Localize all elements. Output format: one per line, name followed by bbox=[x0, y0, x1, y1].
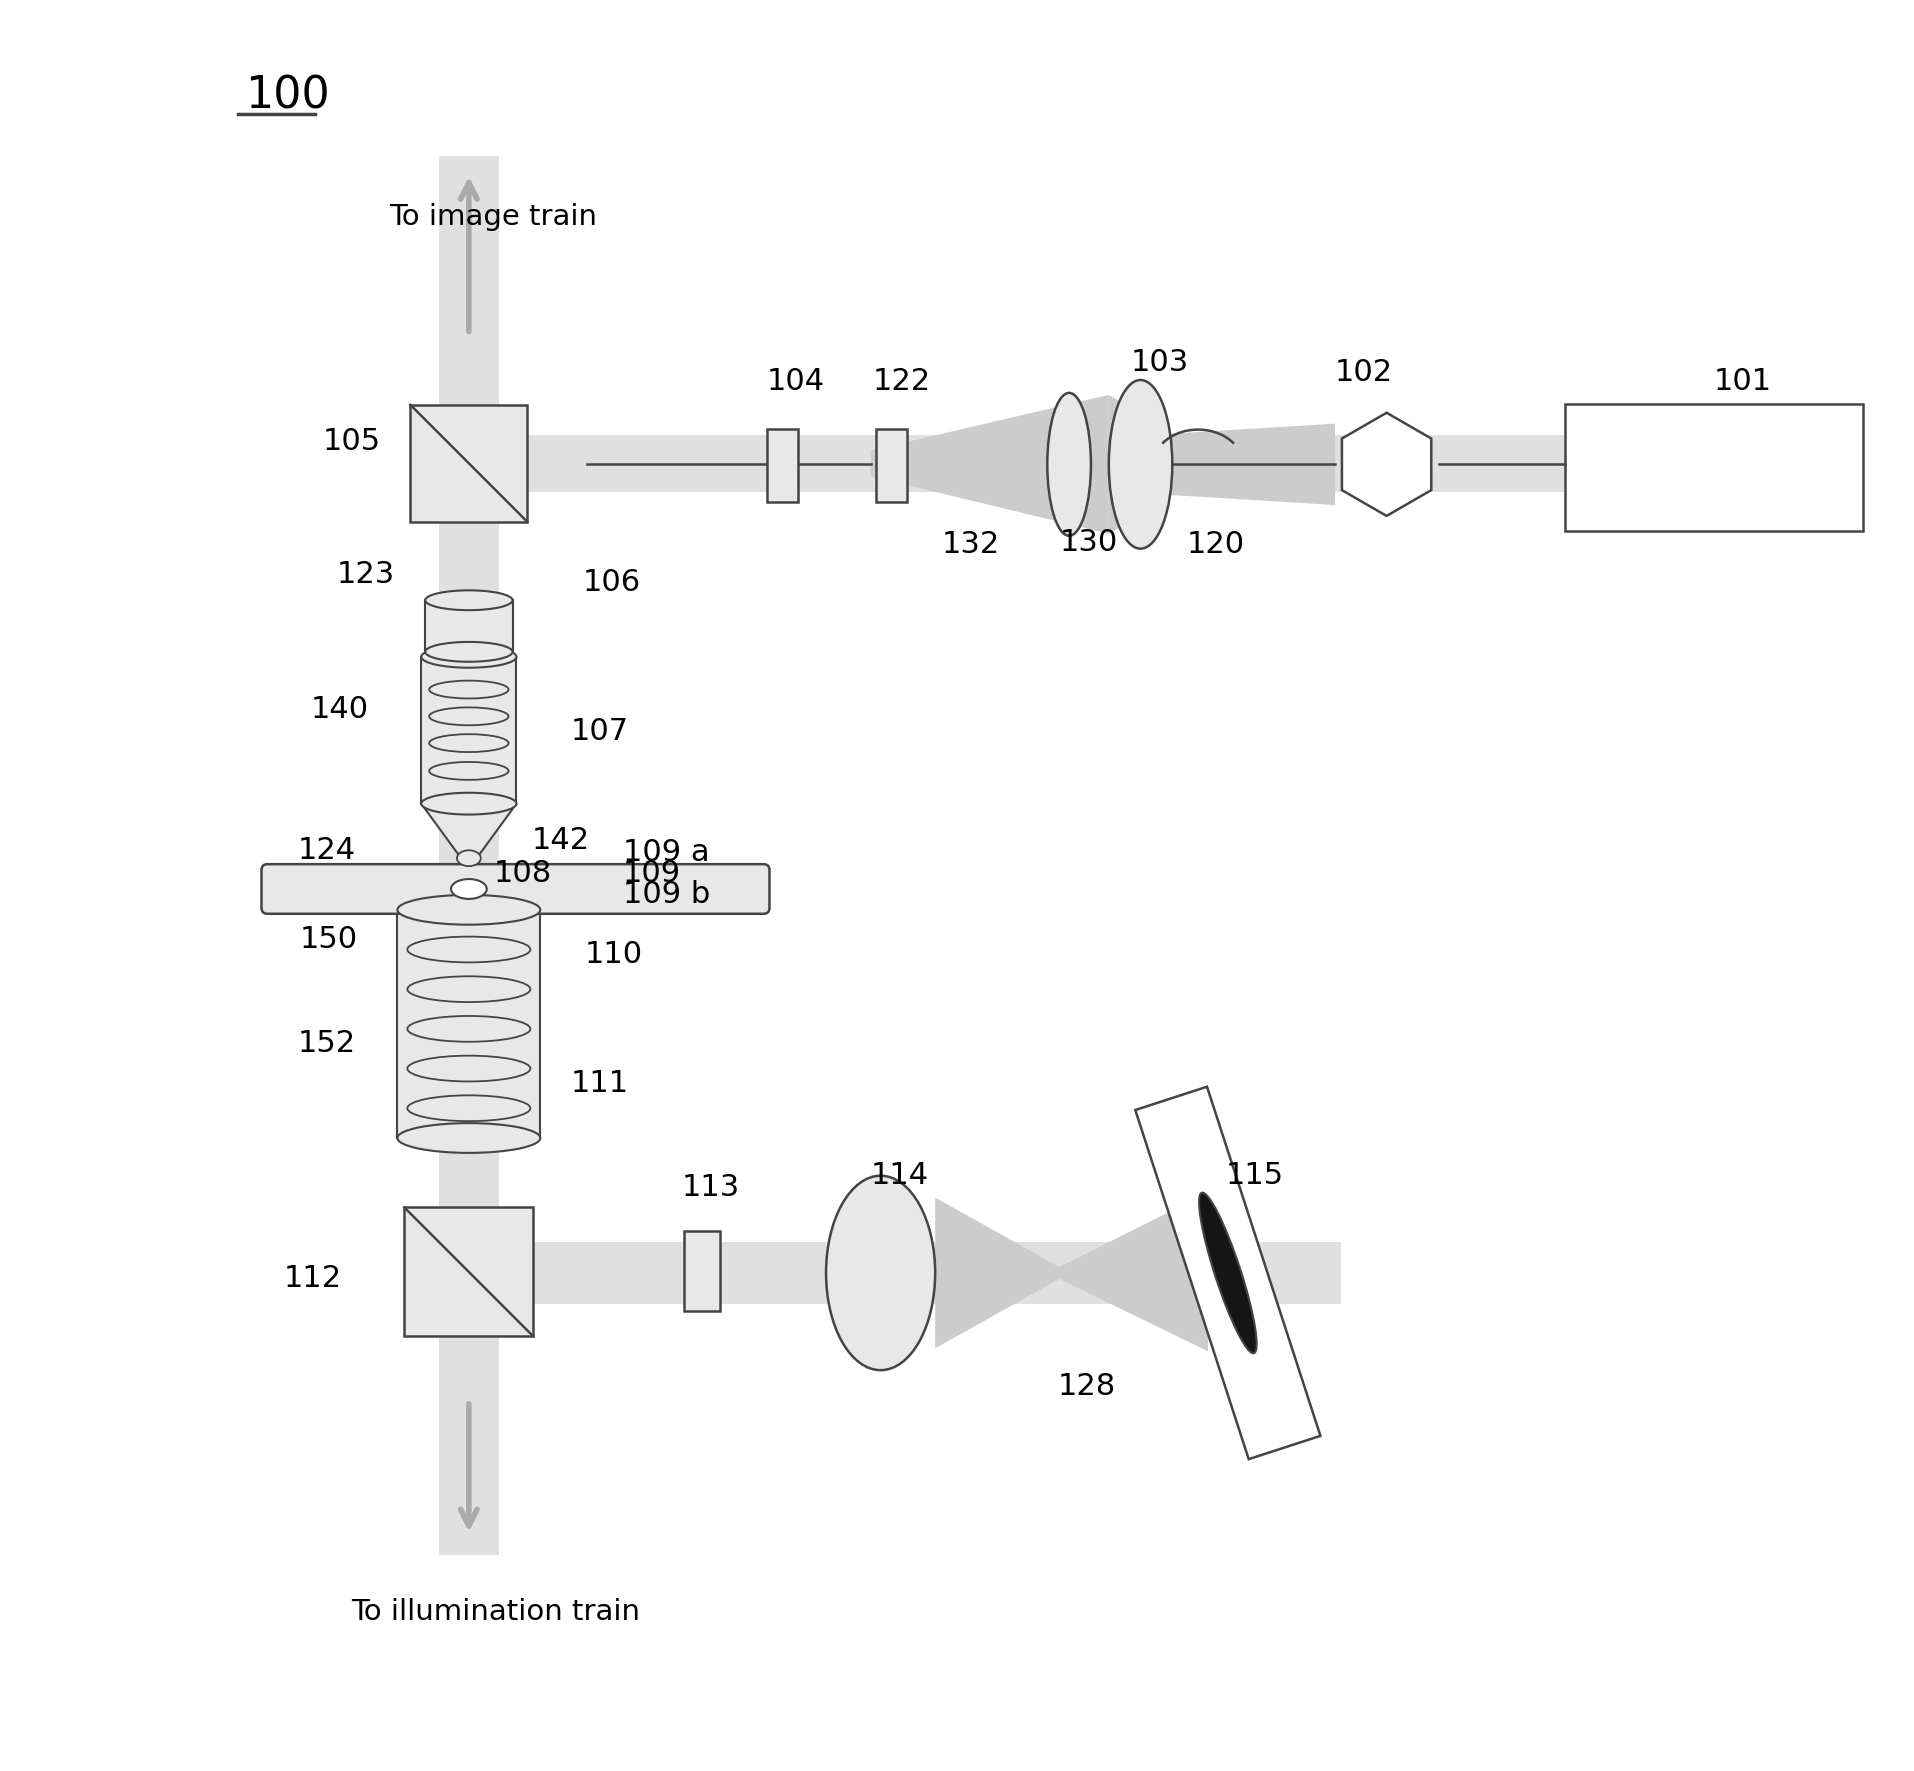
Ellipse shape bbox=[429, 707, 509, 726]
Text: 130: 130 bbox=[1058, 528, 1118, 558]
Text: 124: 124 bbox=[297, 836, 356, 864]
Polygon shape bbox=[936, 1197, 1058, 1348]
Text: 102: 102 bbox=[1334, 358, 1393, 386]
Bar bbox=[410, 406, 528, 522]
Bar bbox=[398, 910, 540, 1139]
Ellipse shape bbox=[429, 735, 509, 753]
Ellipse shape bbox=[408, 1056, 530, 1082]
Text: 115: 115 bbox=[1225, 1162, 1284, 1190]
Text: 100: 100 bbox=[245, 74, 331, 117]
Text: 122: 122 bbox=[873, 367, 930, 397]
Ellipse shape bbox=[421, 646, 517, 668]
Ellipse shape bbox=[457, 850, 480, 866]
Text: 120: 120 bbox=[1187, 530, 1244, 560]
Text: 109 b: 109 b bbox=[622, 880, 710, 910]
Bar bbox=[528, 434, 1774, 492]
Bar bbox=[528, 1241, 1342, 1303]
Text: 104: 104 bbox=[766, 367, 825, 397]
Polygon shape bbox=[871, 395, 1108, 533]
Text: 101: 101 bbox=[1715, 367, 1772, 397]
Bar bbox=[766, 429, 798, 501]
Text: 128: 128 bbox=[1057, 1371, 1116, 1401]
Text: 112: 112 bbox=[283, 1264, 341, 1293]
Ellipse shape bbox=[452, 878, 486, 900]
Polygon shape bbox=[1342, 413, 1432, 515]
Text: To image train: To image train bbox=[389, 204, 597, 232]
Text: 113: 113 bbox=[681, 1172, 741, 1203]
Text: 111: 111 bbox=[570, 1070, 630, 1098]
Text: 109: 109 bbox=[622, 859, 681, 887]
Text: 132: 132 bbox=[942, 530, 1001, 560]
Text: 107: 107 bbox=[570, 717, 630, 746]
Bar bbox=[438, 156, 500, 406]
Ellipse shape bbox=[1108, 381, 1171, 549]
Ellipse shape bbox=[1047, 393, 1091, 537]
Ellipse shape bbox=[408, 1017, 530, 1041]
Ellipse shape bbox=[1198, 1192, 1257, 1353]
Text: 103: 103 bbox=[1131, 347, 1189, 377]
Ellipse shape bbox=[429, 762, 509, 779]
Bar bbox=[683, 1231, 720, 1311]
Ellipse shape bbox=[827, 1176, 936, 1371]
Bar bbox=[438, 522, 500, 1275]
Ellipse shape bbox=[408, 1094, 530, 1121]
Bar bbox=[421, 657, 517, 804]
Text: 152: 152 bbox=[297, 1029, 356, 1059]
Bar bbox=[404, 1208, 534, 1337]
Text: 114: 114 bbox=[871, 1162, 928, 1190]
Text: 110: 110 bbox=[586, 940, 643, 969]
Text: 108: 108 bbox=[494, 859, 551, 887]
Polygon shape bbox=[1108, 395, 1171, 533]
Ellipse shape bbox=[408, 976, 530, 1002]
Text: 142: 142 bbox=[532, 825, 590, 855]
Text: 140: 140 bbox=[312, 694, 369, 724]
Polygon shape bbox=[1171, 423, 1334, 505]
Bar bbox=[1566, 404, 1862, 531]
Ellipse shape bbox=[429, 680, 509, 698]
Text: 105: 105 bbox=[323, 427, 381, 455]
Text: 123: 123 bbox=[337, 560, 394, 590]
Polygon shape bbox=[1135, 1087, 1321, 1459]
Ellipse shape bbox=[398, 1123, 540, 1153]
Ellipse shape bbox=[421, 793, 517, 815]
Polygon shape bbox=[1058, 1192, 1208, 1351]
Text: 109 a: 109 a bbox=[622, 838, 710, 866]
Text: 150: 150 bbox=[299, 924, 358, 955]
Ellipse shape bbox=[425, 590, 513, 611]
Text: To illumination train: To illumination train bbox=[350, 1597, 639, 1626]
Bar bbox=[875, 429, 907, 501]
Ellipse shape bbox=[398, 894, 540, 924]
Bar bbox=[438, 1337, 500, 1555]
Polygon shape bbox=[421, 804, 517, 855]
Ellipse shape bbox=[408, 937, 530, 962]
Ellipse shape bbox=[425, 641, 513, 662]
Text: 106: 106 bbox=[584, 568, 641, 597]
FancyBboxPatch shape bbox=[262, 864, 769, 914]
Bar bbox=[425, 600, 513, 652]
